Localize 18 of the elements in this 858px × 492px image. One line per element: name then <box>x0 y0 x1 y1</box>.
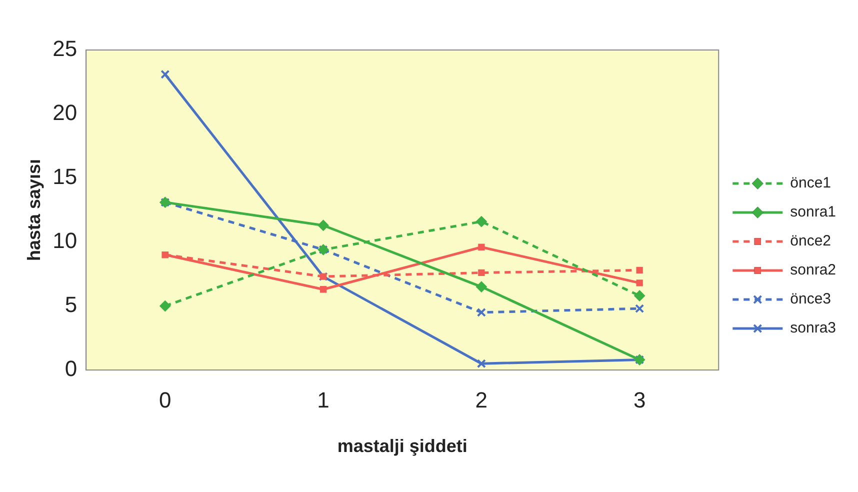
y-tick-label: 25 <box>52 36 78 62</box>
y-tick-label: 10 <box>52 228 78 254</box>
legend-label: önce3 <box>790 290 832 308</box>
legend-label: sonra1 <box>790 204 836 221</box>
legend-label: sonra3 <box>790 320 836 337</box>
x-tick-label: 1 <box>317 387 330 412</box>
x-axis-title: mastalji şiddeti <box>337 436 468 456</box>
y-axis-title: hasta sayısı <box>24 158 44 262</box>
y-tick-label: 20 <box>52 100 78 126</box>
legend-label: önce1 <box>790 174 832 192</box>
x-tick-label: 0 <box>159 387 172 412</box>
y-tick-label: 0 <box>64 356 78 382</box>
legend-label: sonra2 <box>790 262 836 279</box>
y-tick-label: 5 <box>64 292 78 318</box>
x-tick-label: 2 <box>475 387 488 412</box>
x-tick-label: 3 <box>633 387 646 412</box>
y-tick-label: 15 <box>52 164 78 190</box>
legend-label: önce2 <box>790 232 832 250</box>
